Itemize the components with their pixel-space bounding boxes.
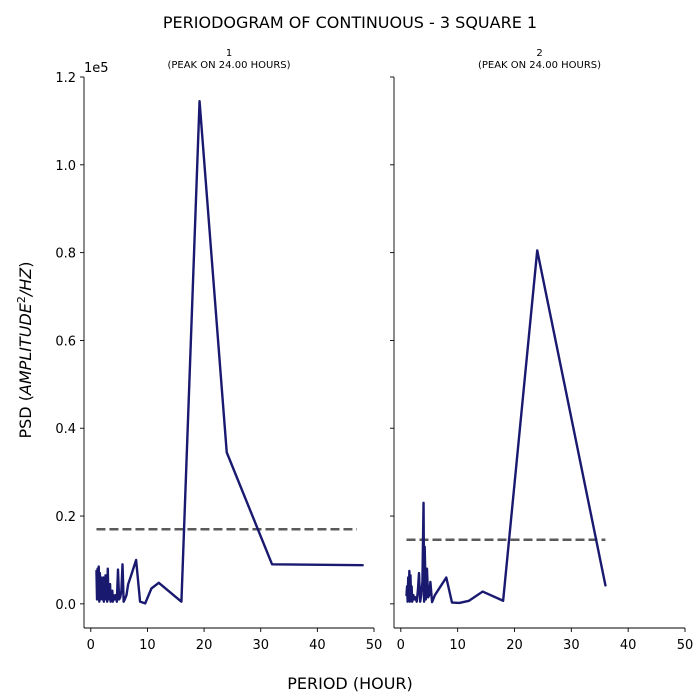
y-axis-label: PSD (AMPLITUDE2/HZ) xyxy=(15,261,35,438)
subplot-1: 1(PEAK ON 24.00 HOURS) 0 10 20 30 40 50 0.0 0.2 0… xyxy=(55,48,382,653)
y-tick-label: 1.2 xyxy=(55,71,76,86)
x-tick-label: 40 xyxy=(620,638,637,653)
y-tick-label: 0.4 xyxy=(55,422,76,437)
x-axis-label: PERIOD (HOUR) xyxy=(287,674,413,693)
y-offset-text: 1e5 xyxy=(84,61,109,76)
x-tick-label: 30 xyxy=(563,638,580,653)
x-tick-label: 20 xyxy=(506,638,523,653)
x-tick-label: 50 xyxy=(677,638,694,653)
subplot-title-number: 1 xyxy=(226,48,232,59)
x-tick-label: 0 xyxy=(397,638,405,653)
psd-series-line xyxy=(405,249,607,605)
psd-series-line xyxy=(95,99,364,605)
y-tick-label: 0.2 xyxy=(55,510,76,525)
x-tick-label: 0 xyxy=(87,638,95,653)
y-tick-label: 0.6 xyxy=(55,334,76,349)
subplot-title-number: 2 xyxy=(536,48,542,59)
x-tick-label: 50 xyxy=(366,638,383,653)
figure-title: PERIODOGRAM OF CONTINUOUS - 3 SQUARE 1 xyxy=(163,13,537,32)
y-tick-label: 1.0 xyxy=(55,159,76,174)
x-tick-label: 10 xyxy=(139,638,156,653)
subplot-2: 2(PEAK ON 24.00 HOURS) 0 10 20 30 40 50 xyxy=(390,48,693,653)
x-tick-label: 30 xyxy=(252,638,269,653)
y-tick-label: 0.8 xyxy=(55,247,76,262)
x-tick-label: 20 xyxy=(196,638,213,653)
y-tick-label: 0.0 xyxy=(55,598,76,613)
subplot-title-peak: (PEAK ON 24.00 HOURS) xyxy=(167,60,290,71)
subplot-title-peak: (PEAK ON 24.00 HOURS) xyxy=(478,60,601,71)
x-tick-label: 10 xyxy=(449,638,466,653)
x-tick-label: 40 xyxy=(309,638,326,653)
